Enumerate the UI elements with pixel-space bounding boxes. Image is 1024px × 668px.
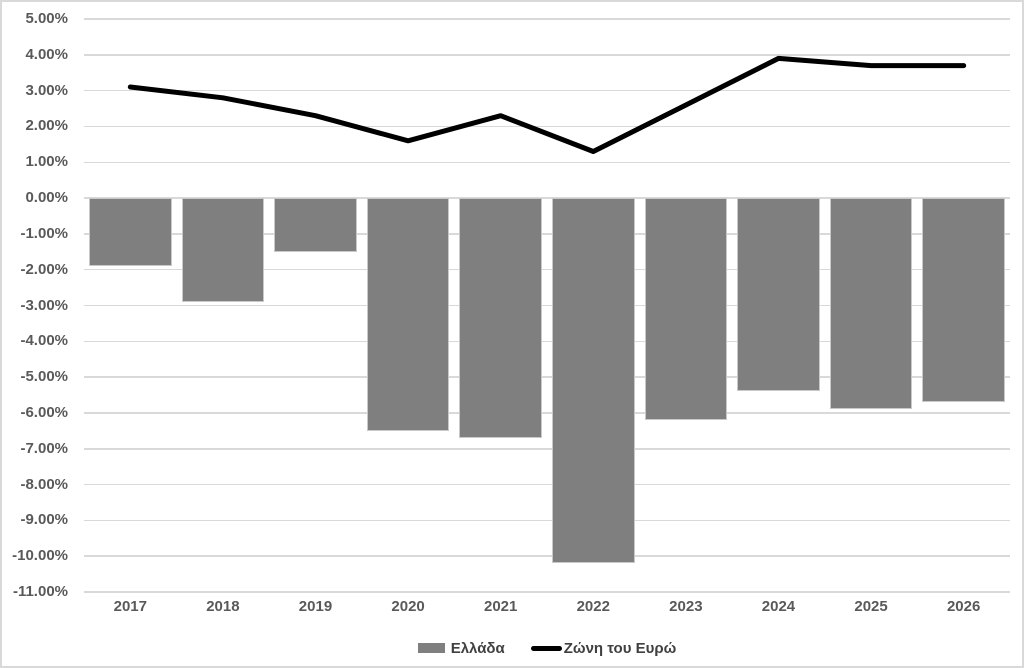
gridline [84,304,1010,307]
y-tick-label: -10.00% [12,547,68,565]
line-swatch-icon [530,645,562,651]
plot-area [84,18,1010,593]
y-tick-label: 3.00% [25,81,68,99]
gridline [84,340,1010,343]
x-tick-label: 2018 [206,598,240,615]
y-tick-label: 2.00% [25,117,68,135]
y-tick-label: -2.00% [20,260,68,278]
x-tick-label: 2021 [483,598,518,615]
gridline [84,591,1010,593]
legend-item-eurozone: Ζώνη του Ευρώ [530,639,677,657]
x-tick-label: 2020 [391,598,425,615]
x-tick-label: 2022 [576,598,610,615]
y-axis: 5.00% 4.00% 3.00% 2.00% 1.00% 0.00% -1.00% -2.0… [2,10,76,600]
x-tick-label: 2019 [298,598,333,615]
gridline [84,54,1010,56]
bar-2019 [274,198,357,252]
x-tick-label: 2026 [946,598,981,615]
x-tick-label: 2024 [761,598,796,615]
bar-2026 [922,198,1006,403]
y-tick-label: 5.00% [25,10,68,27]
x-tick-label: 2023 [669,598,703,615]
gridline [84,376,1010,378]
y-tick-label: -3.00% [20,296,68,314]
bar-2025 [829,198,913,410]
gridline [84,268,1010,271]
bar-swatch-icon [417,643,445,653]
gridline [84,412,1010,414]
y-tick-label: -11.00% [12,583,68,600]
euro-zone-line [127,55,967,154]
legend: Ελλάδα Ζώνη του Ευρώ [84,638,1010,658]
bar-2018 [181,198,265,302]
gridline [84,18,1010,20]
gridline [84,519,1010,522]
x-tick-label: 2025 [854,598,888,615]
legend-label-eurozone: Ζώνη του Ευρώ [563,639,677,657]
legend-label-greece: Ελλάδα [450,639,505,657]
bar-2023 [644,198,728,421]
y-tick-label: -5.00% [20,368,68,386]
gridline [84,197,1010,199]
y-tick-label: -9.00% [20,511,68,529]
x-axis: 2017 2018 2019 2020 2021 2022 2023 2024 2025 2026 [84,595,1010,619]
bar-2017 [88,198,172,267]
gridline [84,555,1010,557]
bar-2022 [551,198,635,564]
y-tick-label: 0.00% [25,189,68,207]
y-tick-label: -8.00% [20,475,68,493]
y-tick-label: 4.00% [25,45,68,63]
bar-series [84,19,1010,592]
gridline [84,233,1010,235]
gridline [84,448,1010,450]
y-tick-label: -7.00% [20,439,68,457]
bar-2021 [459,198,543,438]
legend-item-greece: Ελλάδα [417,639,505,657]
line-path [127,55,967,154]
bar-2020 [366,198,450,431]
gridline [84,161,1010,163]
x-tick-label: 2017 [113,598,147,615]
gridline [84,125,1010,128]
y-tick-label: -4.00% [20,332,68,350]
gridline [84,89,1010,92]
gridline [84,483,1010,486]
bar-2024 [737,198,820,392]
y-tick-label: -1.00% [20,224,68,242]
y-tick-label: 1.00% [25,153,68,171]
y-tick-label: -6.00% [20,403,68,421]
